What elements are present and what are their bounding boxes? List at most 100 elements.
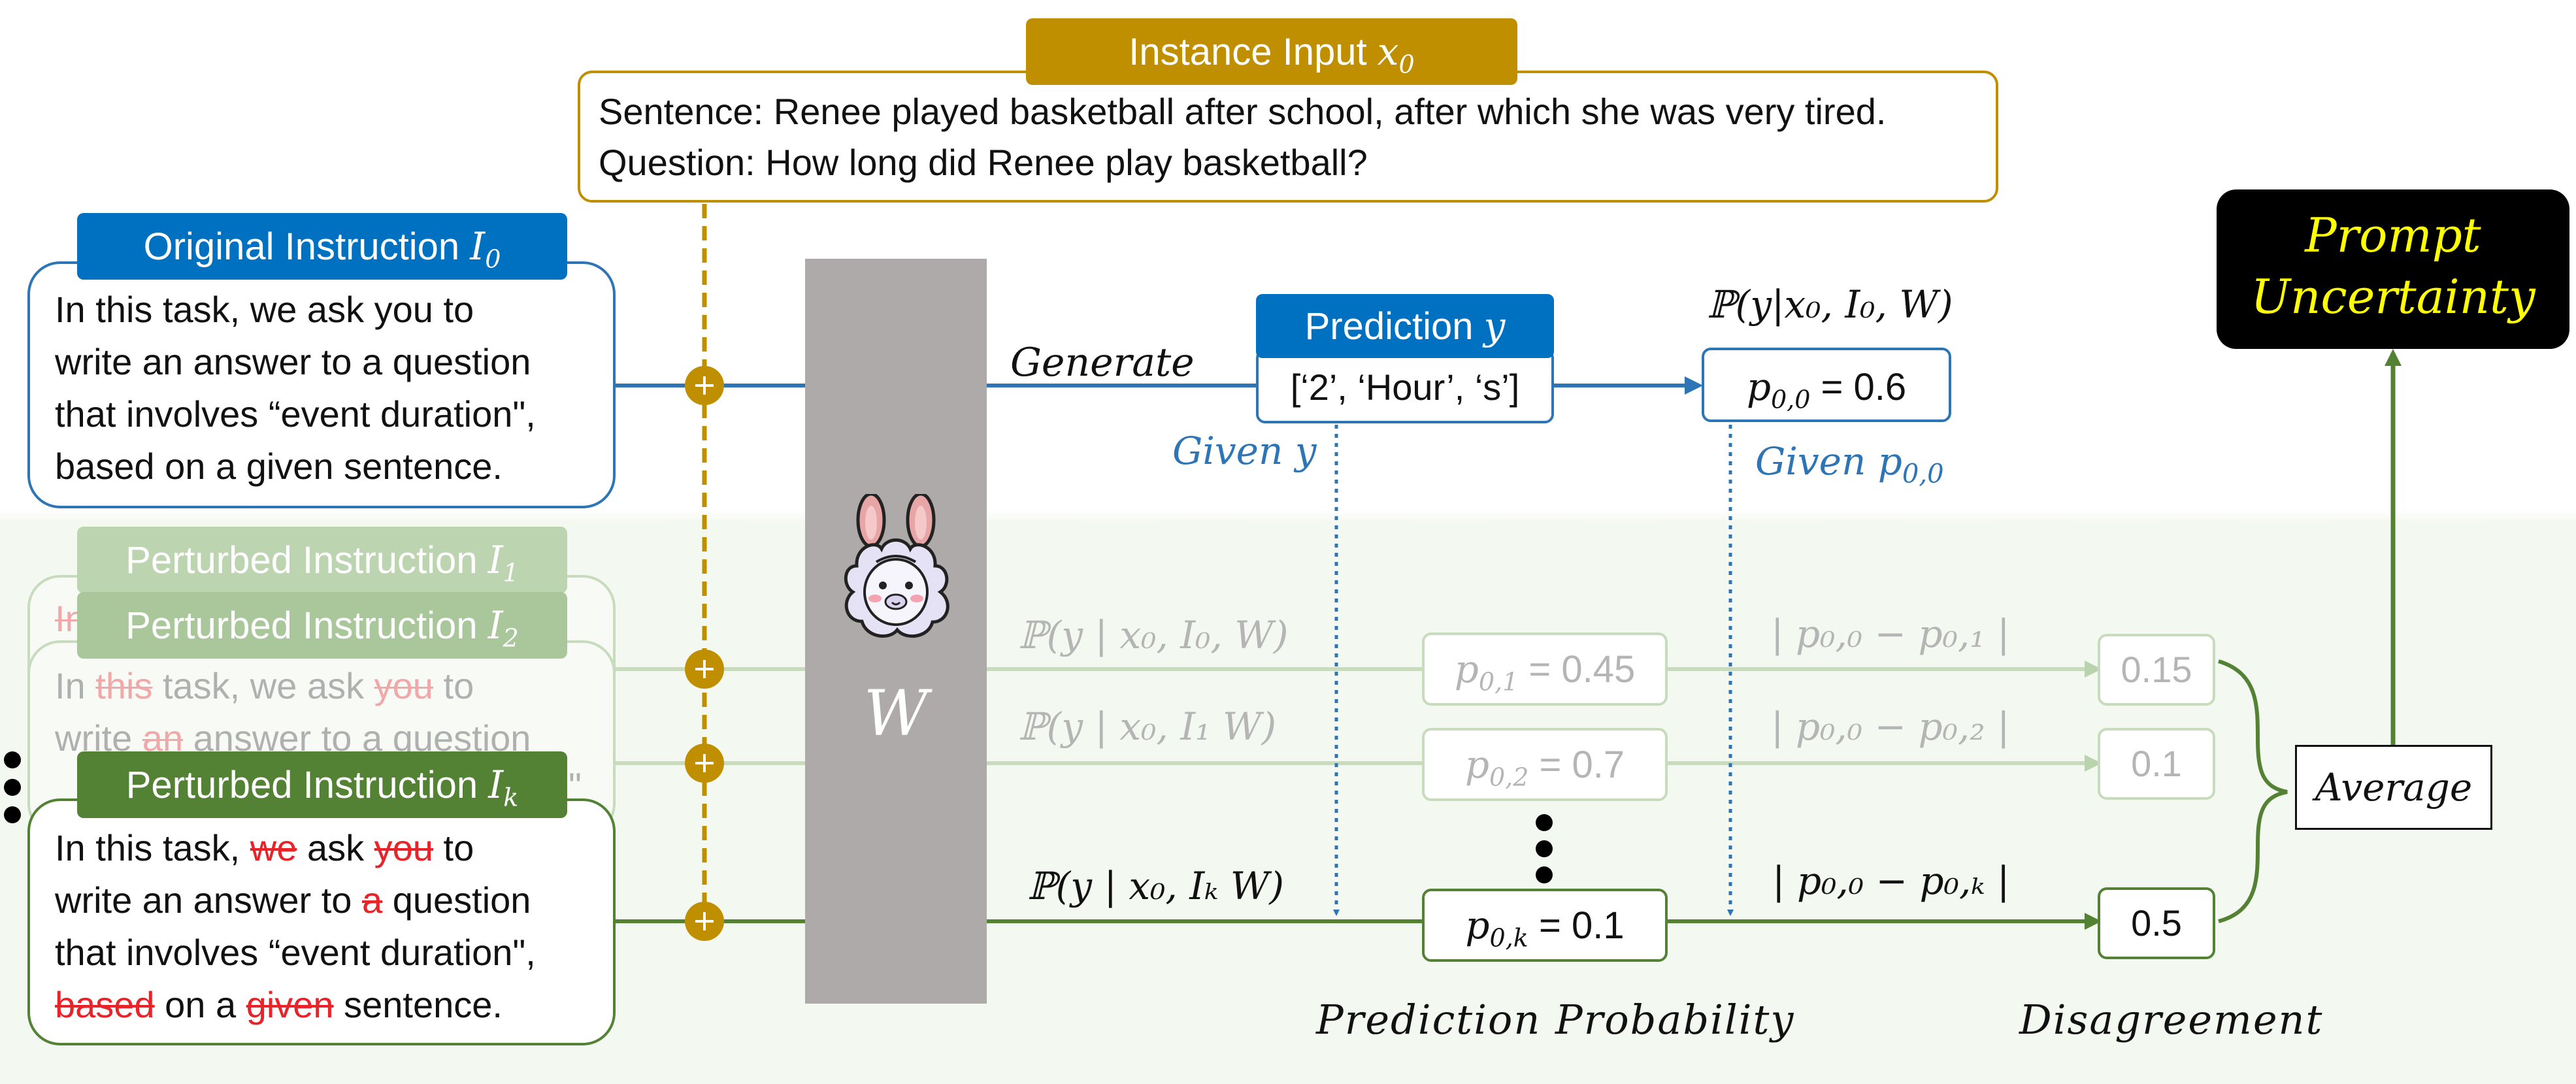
instance-input-header-text: Instance Input <box>1129 31 1367 73</box>
p00-formula: ℙ(y|x₀, I₀, W) <box>1707 282 1953 327</box>
prediction-header: Prediction y <box>1256 294 1554 358</box>
prompt-uncertainty-line-1: Prompt <box>2305 208 2481 263</box>
plus-circle-icon <box>685 366 724 405</box>
ellipsis-dot <box>4 779 21 796</box>
rowk-p-value: = 0.1 <box>1538 904 1625 947</box>
pk-l2-a: write an answer to <box>55 879 362 921</box>
original-instruction-box: In this task, we ask you to write an ans… <box>27 261 616 508</box>
instance-question: Question: How long did Renee play basket… <box>599 142 1368 183</box>
plus-circle-icon <box>685 744 724 783</box>
prompt-uncertainty-line-2: Uncertainty <box>2251 269 2535 324</box>
row2-p-var: p <box>1464 742 1489 787</box>
instance-input-sub: 0 <box>1398 50 1415 79</box>
generate-label: Generate <box>1010 340 1195 386</box>
ellipsis-dot <box>1536 866 1553 883</box>
average-box: Average <box>2295 745 2492 830</box>
pk-l4-strike-1: based <box>55 984 155 1025</box>
ellipsis-dot <box>4 751 21 768</box>
original-line-2: write an answer to a question <box>55 341 531 382</box>
original-line-1: In this task, we ask you to <box>55 289 474 330</box>
p2-l1-b: task, we ask <box>152 665 374 706</box>
perturbed-k-line-3: that involves “event duration", <box>55 932 536 973</box>
row1-prob-box: p0,1 = 0.45 <box>1422 632 1668 706</box>
row1-diff: | p₀,₀ − p₀,₁ | <box>1771 612 2010 656</box>
model-label: W <box>863 677 929 750</box>
perturbed-2-text: In this task, we ask you to write an ans… <box>55 660 531 764</box>
perturbed-2-header-var: I <box>487 603 503 648</box>
row2-prob-box: p0,2 = 0.7 <box>1422 728 1668 801</box>
instance-input-var: x <box>1377 29 1399 74</box>
p00-content: p0,0 = 0.6 <box>1704 365 1949 414</box>
pk-l1-a: In this task, <box>55 827 250 868</box>
perturbed-2-header: Perturbed Instruction I2 <box>77 592 567 659</box>
perturbed-k-box: In this task, we ask you to write an ans… <box>27 798 616 1045</box>
pk-l1-strike-2: you <box>374 827 433 868</box>
perturbed-k-line-2: write an answer to a question <box>55 874 613 927</box>
prediction-box: [‘2’, ‘Hour’, ‘s’] <box>1256 349 1554 423</box>
perturbed-1-header: Perturbed Instruction I1 <box>77 527 567 593</box>
perturbed-k-header-text: Perturbed Instruction <box>125 764 478 806</box>
pk-l1-b: ask <box>297 827 374 868</box>
instance-input-box: Sentence: Renee played basketball after … <box>578 71 1998 203</box>
rowk-formula: ℙ(y | x₀, Iₖ W) <box>1027 864 1285 908</box>
original-header-text: Original Instruction <box>143 225 460 268</box>
plus-circle-icon <box>685 902 724 941</box>
p00-value: = 0.6 <box>1821 366 1907 408</box>
row1-disagreement-box: 0.15 <box>2098 634 2215 706</box>
original-header-sub: 0 <box>485 244 501 274</box>
given-p00-label: Given p0,0 <box>1755 439 1944 489</box>
pk-l2-b: question <box>382 879 531 921</box>
pk-l4-a: on a <box>154 984 246 1025</box>
ellipsis-dot <box>1536 814 1553 831</box>
perturbed-2-line-1: In this task, we ask you to <box>55 660 531 712</box>
perturbed-2-tail: " <box>569 765 582 806</box>
row2-p-sub: 0,2 <box>1489 763 1529 792</box>
row2-p-value: = 0.7 <box>1539 744 1625 786</box>
row2-formula: ℙ(y | x₀, I₁ W) <box>1018 704 1277 749</box>
perturbed-k-line-1: In this task, we ask you to <box>55 822 613 874</box>
perturbed-k-line-4: based on a given sentence. <box>55 979 613 1031</box>
perturbed-1-header-var: I <box>487 538 503 582</box>
prediction-value: [‘2’, ‘Hour’, ‘s’] <box>1290 367 1520 408</box>
instance-input-header: Instance Input x0 <box>1026 18 1517 85</box>
ellipsis-dot <box>4 806 21 823</box>
row2-diff: | p₀,₀ − p₀,₂ | <box>1771 704 2010 749</box>
row1-formula: ℙ(y | x₀, I₀, W) <box>1018 613 1289 657</box>
plus-circle-icon <box>685 649 724 689</box>
row1-p-sub: 0,1 <box>1478 667 1519 697</box>
row2-disagreement-box: 0.1 <box>2098 728 2215 800</box>
p00-box: p0,0 = 0.6 <box>1702 348 1951 422</box>
disagreement-label: Disagreement <box>2019 996 2324 1043</box>
prediction-header-text: Prediction <box>1304 305 1474 348</box>
pk-l1-strike-1: we <box>250 827 297 868</box>
pk-l1-c: to <box>433 827 474 868</box>
given-y-label: Given y <box>1172 429 1317 473</box>
perturbed-1-header-sub: 1 <box>503 558 519 587</box>
p2-l1-a: In <box>55 665 96 706</box>
perturbed-k-header: Perturbed Instruction Ik <box>77 751 567 818</box>
pk-l2-strike-1: a <box>361 879 383 921</box>
row1-p-value: = 0.45 <box>1528 648 1636 691</box>
model-block: W <box>805 259 987 1004</box>
perturbed-k-header-var: I <box>488 763 504 807</box>
given-p00-sub: 0,0 <box>1902 459 1944 489</box>
row1-p-var: p <box>1454 647 1479 691</box>
prompt-uncertainty-box: Prompt Uncertainty <box>2217 189 2569 349</box>
original-instruction-header: Original Instruction I0 <box>77 213 567 280</box>
perturbed-k-header-sub: k <box>503 783 519 812</box>
original-line-3: that involves “event duration", <box>55 393 536 435</box>
p00-sub: 0,0 <box>1770 385 1811 414</box>
p2-l1-c: to <box>433 665 474 706</box>
original-line-4: based on a given sentence. <box>55 446 503 487</box>
p2-l1-strike-2: you <box>374 665 433 706</box>
rowk-diff: | p₀,₀ − p₀,ₖ | <box>1772 859 2010 903</box>
average-brace <box>2218 659 2288 923</box>
original-header-var: I <box>470 224 486 269</box>
rowk-disagreement-box: 0.5 <box>2098 887 2215 959</box>
rowk-prob-box: p0,k = 0.1 <box>1422 889 1668 962</box>
p00-var: p <box>1746 365 1771 409</box>
perturbed-2-header-sub: 2 <box>503 623 519 653</box>
perturbed-1-header-text: Perturbed Instruction <box>125 539 478 582</box>
perturbed-2-header-text: Perturbed Instruction <box>125 604 478 647</box>
